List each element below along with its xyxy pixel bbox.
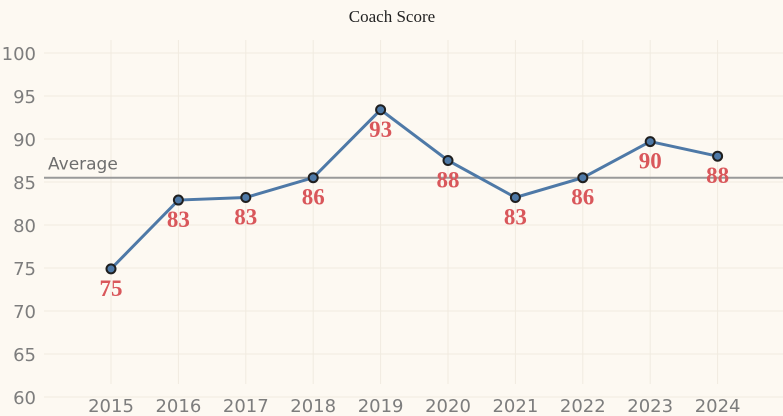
y-tick-label: 95 — [13, 87, 36, 108]
data-point — [172, 194, 184, 206]
data-points — [105, 104, 724, 275]
data-point — [712, 150, 724, 162]
y-tick-label: 80 — [13, 216, 36, 237]
y-axis: 60 65 70 75 80 85 90 95 100 — [2, 44, 36, 409]
y-tick-label: 65 — [13, 345, 36, 366]
x-tick-label: 2016 — [155, 396, 201, 416]
x-tick-label: 2022 — [560, 396, 606, 416]
y-tick-label: 100 — [2, 44, 36, 65]
y-tick-label: 70 — [13, 302, 36, 323]
data-point — [577, 172, 589, 184]
gridlines — [44, 40, 783, 398]
data-label: 75 — [100, 276, 123, 301]
average-label: Average — [48, 155, 118, 175]
data-label: 86 — [302, 185, 325, 210]
data-label: 88 — [706, 163, 729, 188]
y-tick-label: 85 — [13, 173, 36, 194]
data-label: 83 — [167, 207, 190, 232]
data-point — [307, 172, 319, 184]
y-tick-label: 90 — [13, 130, 36, 151]
data-point — [442, 155, 454, 166]
data-label: 83 — [234, 204, 257, 229]
x-tick-label: 2024 — [695, 396, 741, 416]
x-tick-label: 2015 — [88, 396, 134, 416]
x-tick-label: 2018 — [290, 396, 336, 416]
x-tick-label: 2019 — [358, 396, 404, 416]
data-label: 86 — [571, 185, 594, 210]
x-tick-label: 2021 — [492, 396, 538, 416]
series-line — [109, 107, 718, 270]
data-label: 93 — [369, 117, 392, 142]
data-labels: 75 83 83 86 93 88 83 86 90 88 — [100, 117, 730, 301]
data-label: 90 — [639, 149, 662, 174]
chart-title: Coach Score — [349, 7, 435, 26]
y-tick-label: 75 — [13, 259, 36, 280]
data-label: 88 — [437, 168, 460, 193]
x-tick-label: 2020 — [425, 396, 471, 416]
x-tick-label: 2017 — [223, 396, 269, 416]
data-point — [105, 263, 117, 275]
data-point — [375, 104, 387, 116]
data-point — [644, 136, 656, 148]
x-axis: 2015 2016 2017 2018 2019 2020 2021 2022 2023 2024 — [88, 396, 740, 416]
y-tick-label: 60 — [13, 388, 36, 409]
x-tick-label: 2023 — [627, 396, 673, 416]
data-point — [240, 191, 252, 203]
data-label: 83 — [504, 204, 527, 229]
data-point — [509, 191, 521, 203]
